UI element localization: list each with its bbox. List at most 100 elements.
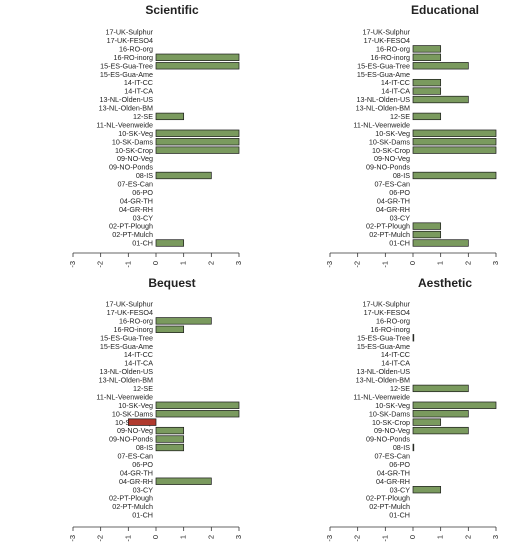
x-tick-label: 2 [206, 261, 215, 265]
category-label: 16-RO-org [376, 44, 410, 53]
bar [412, 95, 469, 104]
category-label: 15-ES-Gua-Ame [100, 70, 153, 79]
chart-title: Bequest [148, 276, 195, 290]
category-label: 16-RO-org [119, 44, 153, 53]
category-label: 10-SK-Crop [372, 146, 410, 155]
bar [155, 138, 240, 146]
category-label: 17-UK-FESO4 [364, 308, 410, 317]
category-label: 12-SE [133, 112, 153, 121]
bar [412, 334, 415, 342]
bar [155, 426, 185, 435]
category-label: 04-GR-RH [119, 477, 153, 486]
category-label: 16-RO-inorg [113, 325, 153, 334]
bar [412, 230, 442, 239]
category-label: 15-ES-Gua-Tree [357, 333, 410, 342]
category-label: 08-IS [393, 443, 410, 452]
x-tick-label: 1 [179, 261, 188, 265]
category-label: 03-CY [133, 485, 154, 494]
category-label: 10-SK-Dams [112, 409, 154, 418]
chart-panel-scientific: Scientific17-UK-Sulphur17-UK-FESO416-RO-… [68, 3, 243, 268]
category-label: 10-SK-Veg [375, 401, 410, 410]
x-tick-label: -2 [353, 261, 362, 268]
bar [412, 239, 469, 247]
bar [412, 384, 469, 393]
category-label: 02-PT-Plough [366, 222, 410, 231]
category-label: 04-GR-RH [376, 477, 410, 486]
category-label: 17-UK-Sulphur [105, 28, 153, 37]
category-label: 02-PT-Mulch [369, 502, 410, 511]
x-tick-label: 0 [151, 261, 160, 265]
category-label: 14-IT-CC [381, 78, 410, 87]
bar [412, 87, 442, 95]
x-tick-label: 0 [151, 535, 160, 539]
category-label: 09-NO-Veg [374, 154, 410, 163]
bar [412, 486, 442, 494]
bar [155, 443, 185, 452]
category-label: 12-SE [390, 112, 410, 121]
bar [412, 418, 442, 426]
category-label: 15-ES-Gua-Tree [100, 333, 153, 342]
bar [155, 410, 240, 418]
category-label: 04-GR-RH [119, 205, 153, 214]
category-label: 01-CH [389, 511, 410, 520]
category-label: 10-SK-Crop [372, 418, 410, 427]
category-label: 10-SK-Crop [115, 146, 153, 155]
category-label: 15-ES-Gua-Ame [357, 70, 410, 79]
category-label: 11-NL-Veenweide [96, 120, 153, 129]
bar [412, 401, 497, 409]
category-label: 10-SK-Dams [369, 137, 411, 146]
category-label: 04-GR-RH [376, 205, 410, 214]
x-tick-label: 2 [463, 261, 472, 265]
bar [412, 45, 442, 53]
category-label: 13-NL-Olden-US [356, 95, 410, 104]
chart-panel-bequest: Bequest 17-UK-Sulphur17-UK-FESO416-RO-org… [68, 276, 243, 542]
category-label: 02-PT-Plough [109, 494, 153, 503]
x-tick-label: 1 [436, 535, 445, 539]
category-label: 02-PT-Mulch [369, 230, 410, 239]
category-label: 07-ES-Can [117, 180, 153, 189]
category-label: 02-PT-Plough [109, 222, 153, 231]
bar [155, 435, 185, 443]
x-tick-label: -3 [325, 535, 334, 542]
category-label: 14-IT-CC [381, 350, 410, 359]
category-label: 08-IS [136, 443, 153, 452]
x-tick-label: -1 [123, 261, 132, 268]
bar [412, 146, 497, 154]
bar [412, 222, 442, 230]
x-tick-label: 2 [206, 535, 215, 539]
category-label: 03-CY [390, 213, 411, 222]
category-label: 12-SE [390, 384, 410, 393]
bar [155, 53, 240, 61]
chart-panel-aesthetic: Aesthetic 17-UK-Sulphur17-UK-FESO416-RO-o… [325, 276, 500, 542]
bar [155, 146, 240, 154]
category-label: 06-PO [389, 188, 410, 197]
category-label: 09-NO-Ponds [109, 435, 153, 444]
x-tick-label: 0 [408, 535, 417, 539]
category-label: 09-NO-Ponds [109, 163, 153, 172]
category-label: 11-NL-Veenweide [353, 120, 410, 129]
x-tick-label: -2 [96, 261, 105, 268]
category-label: 09-NO-Veg [117, 426, 153, 435]
bar [412, 78, 442, 87]
bar [412, 129, 497, 137]
category-label: 17-UK-Sulphur [362, 28, 410, 37]
category-label: 09-NO-Ponds [366, 163, 410, 172]
category-label: 12-SE [133, 384, 153, 393]
category-label: 14-IT-CC [124, 350, 153, 359]
category-label: 14-IT-CA [381, 359, 410, 368]
category-label: 16-RO-org [376, 316, 410, 325]
category-label: 15-ES-Gua-Ame [100, 342, 153, 351]
category-label: 02-PT-Plough [366, 494, 410, 503]
category-label: 01-CH [132, 511, 153, 520]
category-label: 04-GR-TH [120, 196, 153, 205]
category-label: 02-PT-Mulch [112, 502, 153, 511]
category-label: 15-ES-Gua-Tree [357, 61, 410, 70]
category-label: 17-UK-FESO4 [107, 308, 153, 317]
chart-title: Scientific [145, 3, 199, 17]
category-label: 14-IT-CA [381, 87, 410, 96]
category-label: 09-NO-Veg [374, 426, 410, 435]
category-label: 07-ES-Can [374, 180, 410, 189]
category-label: 01-CH [132, 239, 153, 248]
x-tick-label: 3 [234, 535, 243, 539]
x-tick-label: 1 [179, 535, 188, 539]
